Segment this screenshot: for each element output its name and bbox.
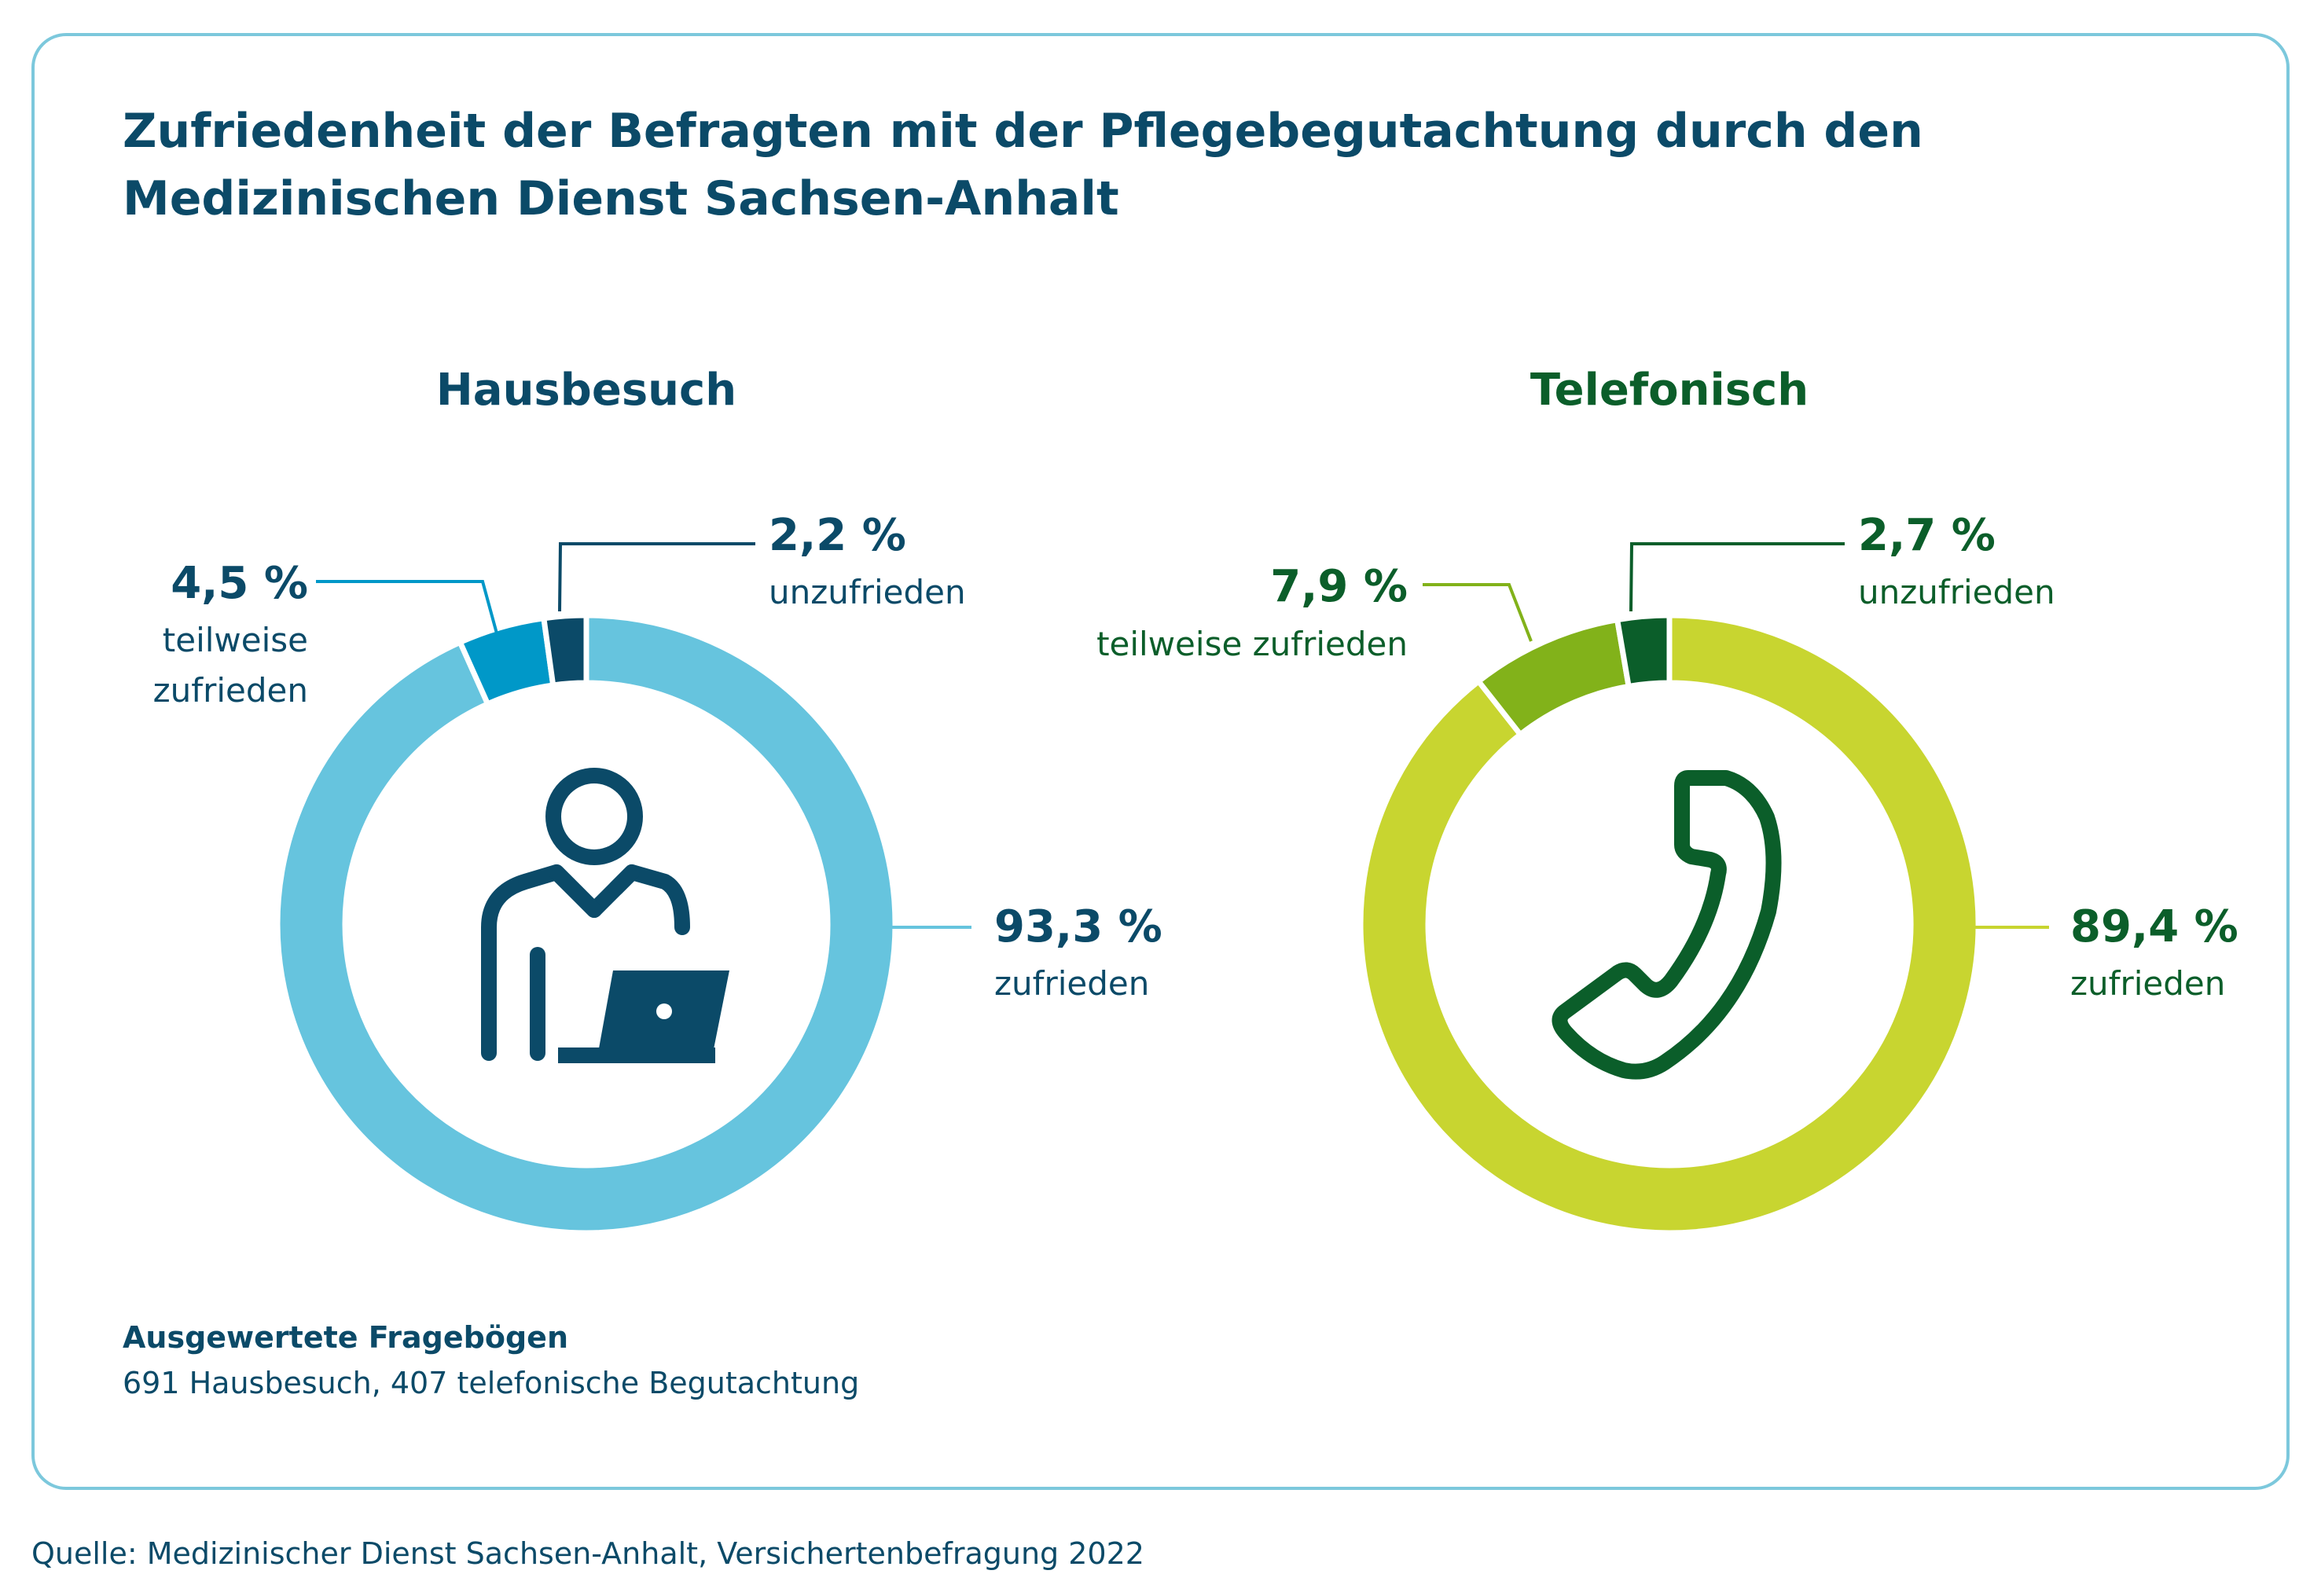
laptop-icon xyxy=(558,970,729,1063)
donut-title: Telefonisch xyxy=(1530,365,1809,416)
chart-title-line-2: Medizinischen Dienst Sachsen-Anhalt xyxy=(123,171,1119,226)
person-laptop-icon xyxy=(481,768,690,1061)
leader-line xyxy=(558,542,755,612)
category-label: teilweise zufrieden xyxy=(1096,625,1408,663)
value-label: 7,9 % xyxy=(1270,561,1408,612)
category-label: unzufrieden xyxy=(769,573,966,611)
icon-head xyxy=(545,768,643,865)
icon-collar xyxy=(549,864,640,918)
leader-line xyxy=(1629,542,1845,612)
value-label: 2,2 % xyxy=(769,510,906,561)
chart-card xyxy=(31,33,2290,1490)
category-label: zufrieden xyxy=(2070,964,2225,1003)
laptop-base xyxy=(558,1047,715,1063)
leader-line xyxy=(316,580,498,634)
leader-line xyxy=(1423,583,1533,642)
value-label: 2,7 % xyxy=(1858,510,1996,561)
donut-segment-unzufrieden xyxy=(540,612,589,688)
chart-title-line-1: Zufriedenheit der Befragten mit der Pfle… xyxy=(123,104,1923,159)
laptop-logo xyxy=(656,1003,672,1019)
category-label: zufrieden xyxy=(994,964,1149,1003)
value-label: 4,5 % xyxy=(171,558,308,609)
value-label: 93,3 % xyxy=(994,901,1162,952)
value-label: 89,4 % xyxy=(2070,901,2238,952)
category-label: zufrieden xyxy=(153,671,308,710)
donut-segment-unzufrieden xyxy=(1614,612,1673,690)
donut-segment-zufrieden xyxy=(1357,612,1981,1236)
donut-0: Hausbesuch 93,3 % zufrieden 4,5 % teilweise z… xyxy=(153,365,1162,1236)
phone-icon xyxy=(1552,770,1782,1080)
category-label: teilweise xyxy=(163,621,308,659)
chart-title: Zufriedenheit der Befragten mit der Pfle… xyxy=(123,97,1923,233)
source-note: Quelle: Medizinischer Dienst Sachsen-Anh… xyxy=(31,1536,1144,1571)
donut-1: Telefonisch 89,4 % zufrieden 7,9 % teilweise… xyxy=(1096,365,2238,1236)
sample-size-text: 691 Hausbesuch, 407 telefonische Begutac… xyxy=(123,1366,860,1400)
sample-size-heading: Ausgewertete Fragebögen xyxy=(123,1320,568,1355)
category-label: unzufrieden xyxy=(1858,573,2055,611)
donut-segment-zufrieden xyxy=(274,612,898,1236)
donut-title: Hausbesuch xyxy=(436,365,736,416)
